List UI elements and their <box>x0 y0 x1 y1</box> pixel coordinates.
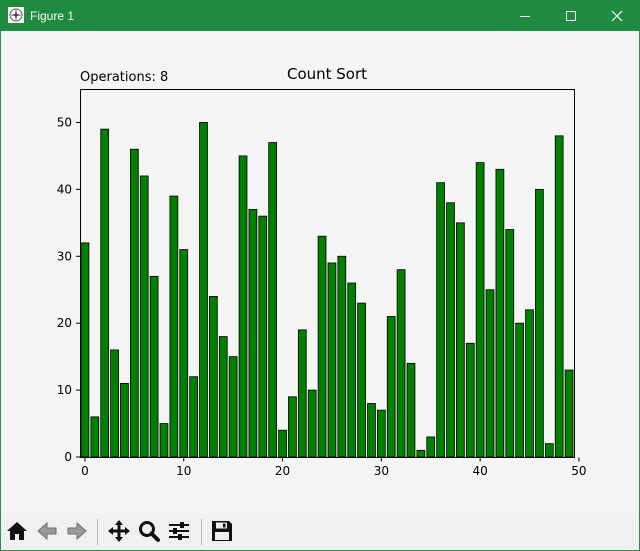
x-tick-label: 0 <box>81 464 89 478</box>
bar <box>416 449 426 458</box>
bar <box>159 423 169 458</box>
bar <box>396 269 406 458</box>
floppy-disk-icon <box>212 521 232 541</box>
bar <box>110 349 119 458</box>
zoom-button[interactable] <box>135 516 163 546</box>
y-tick-label: 0 <box>64 450 72 464</box>
configure-subplots-button[interactable] <box>165 516 193 546</box>
y-tick-label: 20 <box>57 316 72 330</box>
bar <box>495 168 505 458</box>
bar <box>189 376 198 458</box>
x-tick-label: 50 <box>571 464 586 478</box>
bar <box>376 409 386 458</box>
bar <box>317 235 327 458</box>
figure-app-icon <box>8 7 24 23</box>
bar <box>357 302 366 458</box>
bar <box>90 416 100 458</box>
bar <box>367 403 376 458</box>
sliders-icon <box>169 522 189 540</box>
bar <box>554 135 564 458</box>
back-button[interactable] <box>33 516 61 546</box>
bar <box>347 282 357 458</box>
bar <box>80 242 90 458</box>
bar <box>485 289 495 458</box>
bar <box>297 329 307 458</box>
axes-frame <box>80 89 575 458</box>
bar <box>515 322 525 458</box>
bar <box>307 389 317 458</box>
arrow-left-icon <box>37 521 57 541</box>
magnifier-icon <box>139 521 160 542</box>
bar <box>288 396 297 458</box>
bar <box>278 429 287 458</box>
bar <box>268 142 278 458</box>
move-icon <box>108 520 130 542</box>
bar <box>169 195 179 458</box>
bar <box>535 188 544 458</box>
y-tick-label: 40 <box>57 182 72 196</box>
x-tick-label: 40 <box>472 464 487 478</box>
bar <box>258 215 268 458</box>
bar <box>465 342 475 458</box>
bar <box>426 436 436 458</box>
save-button[interactable] <box>208 516 236 546</box>
bar <box>218 336 228 458</box>
bar <box>100 128 110 458</box>
bar <box>337 255 347 458</box>
bar-chart: 0 10 20 30 40 50 0 10 20 30 40 50 Operations: 8 Co… <box>57 65 587 478</box>
minimize-button[interactable] <box>502 0 548 31</box>
bar <box>505 229 515 458</box>
forward-button[interactable] <box>63 516 91 546</box>
figure-canvas[interactable]: 0 10 20 30 40 50 0 10 20 30 40 50 Operations: 8 Co… <box>1 31 639 513</box>
x-tick-label: 30 <box>374 464 389 478</box>
close-button[interactable] <box>594 0 640 31</box>
maximize-button[interactable] <box>548 0 594 31</box>
bar <box>238 155 248 458</box>
operations-counter: Operations: 8 <box>80 70 168 85</box>
bar <box>446 202 455 458</box>
bar <box>209 296 218 458</box>
y-tick-label: 30 <box>57 249 72 263</box>
bar <box>564 369 574 458</box>
bar <box>544 443 554 458</box>
navigation-toolbar <box>1 513 639 550</box>
bar <box>436 182 445 458</box>
home-button[interactable] <box>3 516 31 546</box>
bar <box>120 382 129 458</box>
title-bar: Figure 1 <box>0 0 640 31</box>
x-tick-label: 20 <box>275 464 290 478</box>
window-title: Figure 1 <box>30 9 75 23</box>
window-border <box>0 31 1 551</box>
bar <box>525 309 534 458</box>
chart-title: Count Sort <box>287 65 367 83</box>
bar <box>129 148 139 458</box>
bar <box>248 209 258 458</box>
x-tick-label: 10 <box>176 464 191 478</box>
maximize-icon <box>566 10 576 21</box>
bar <box>149 275 159 458</box>
bar <box>406 362 416 458</box>
close-icon <box>611 10 623 21</box>
arrow-right-icon <box>67 521 87 541</box>
bar <box>228 356 238 458</box>
home-icon <box>7 522 27 540</box>
toolbar-separator <box>201 519 202 545</box>
bar <box>179 249 189 458</box>
bar <box>386 316 396 458</box>
bar <box>456 222 465 458</box>
pan-button[interactable] <box>105 516 133 546</box>
bar <box>199 122 208 458</box>
y-tick-label: 50 <box>57 115 72 129</box>
minimize-icon <box>520 15 530 17</box>
toolbar-separator <box>97 519 98 545</box>
bar <box>475 162 485 458</box>
y-tick-label: 10 <box>57 383 72 397</box>
bar <box>327 262 337 458</box>
bar <box>139 175 149 458</box>
